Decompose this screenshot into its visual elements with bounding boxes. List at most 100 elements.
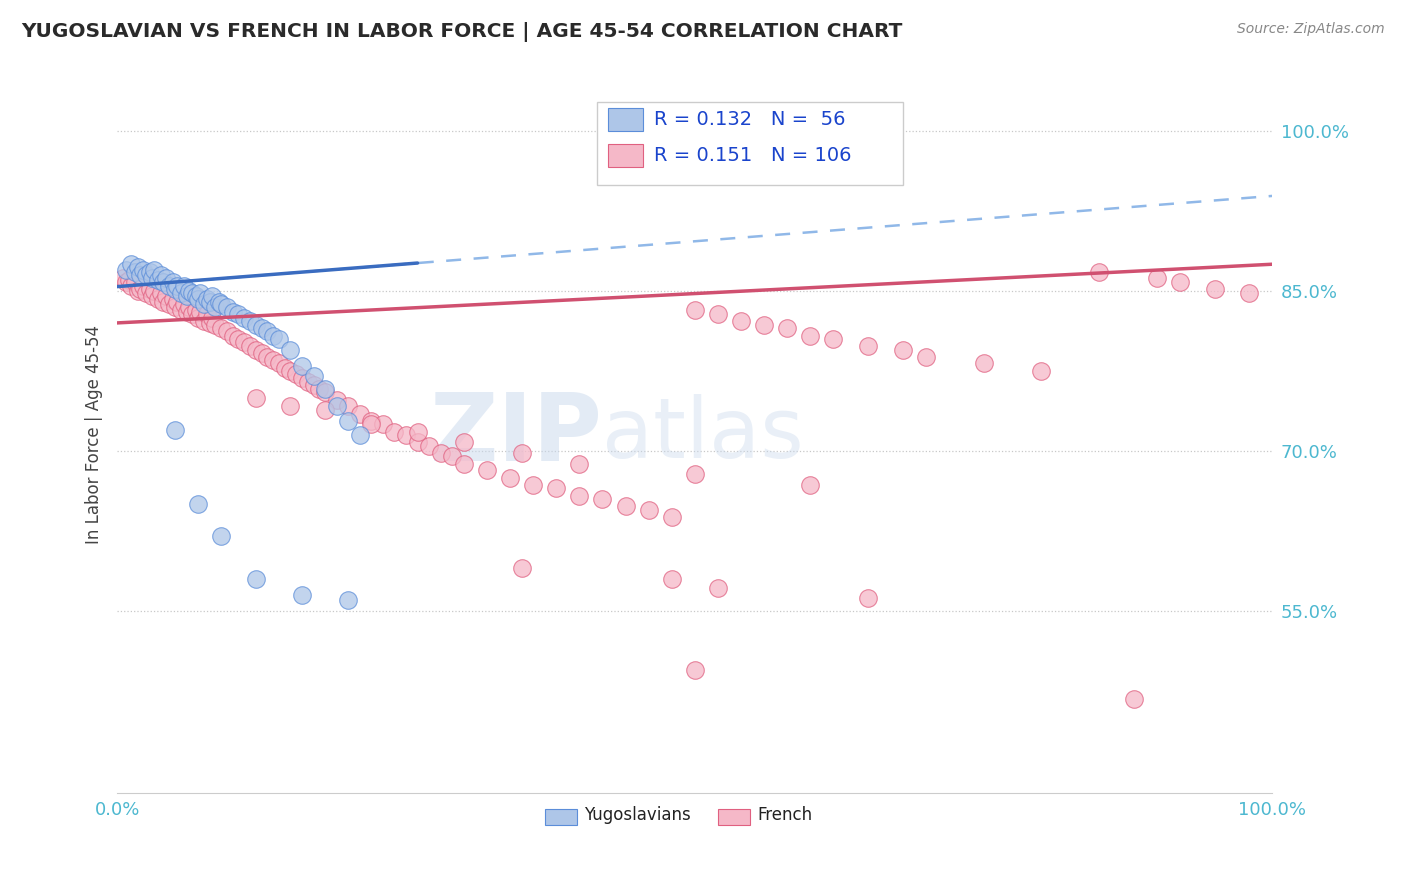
Text: French: French xyxy=(758,806,813,824)
Point xyxy=(163,282,186,296)
Text: ZIP: ZIP xyxy=(430,389,602,481)
Point xyxy=(138,265,160,279)
Text: Source: ZipAtlas.com: Source: ZipAtlas.com xyxy=(1237,22,1385,37)
Point xyxy=(285,367,308,381)
Point xyxy=(1088,265,1111,279)
Bar xyxy=(609,108,643,131)
Point xyxy=(267,332,290,346)
Point xyxy=(429,446,451,460)
Point xyxy=(453,435,475,450)
Point xyxy=(406,435,429,450)
Point xyxy=(146,293,169,307)
Point xyxy=(115,262,138,277)
Point xyxy=(245,572,267,586)
Point xyxy=(823,332,845,346)
Text: Yugoslavians: Yugoslavians xyxy=(583,806,690,824)
Point xyxy=(228,332,250,346)
Point xyxy=(120,257,142,271)
Point xyxy=(856,591,879,606)
Point xyxy=(124,276,146,290)
Point xyxy=(187,310,209,325)
Point xyxy=(162,276,184,290)
Point xyxy=(475,463,498,477)
Point xyxy=(245,391,267,405)
Point xyxy=(683,303,706,318)
Text: R = 0.132   N =  56: R = 0.132 N = 56 xyxy=(654,110,846,129)
Point xyxy=(129,282,152,296)
FancyBboxPatch shape xyxy=(596,103,903,185)
Point xyxy=(187,497,209,511)
Point xyxy=(177,284,200,298)
Point xyxy=(143,284,166,298)
Point xyxy=(177,300,200,314)
Point xyxy=(707,307,730,321)
Point xyxy=(163,300,186,314)
Point xyxy=(302,369,325,384)
Point xyxy=(127,284,149,298)
Point xyxy=(314,385,336,400)
Point xyxy=(308,382,330,396)
Point xyxy=(228,307,250,321)
Point xyxy=(546,481,568,495)
Point xyxy=(1168,276,1191,290)
Point xyxy=(510,561,533,575)
Point xyxy=(143,262,166,277)
Point xyxy=(799,328,821,343)
Point xyxy=(111,271,134,285)
Point xyxy=(267,356,290,370)
Point xyxy=(209,296,232,310)
Point xyxy=(730,314,752,328)
Point xyxy=(115,276,138,290)
Point xyxy=(280,364,302,378)
Point xyxy=(707,581,730,595)
Text: atlas: atlas xyxy=(602,394,804,475)
Point xyxy=(360,417,382,432)
Point xyxy=(349,428,371,442)
Point xyxy=(1239,286,1261,301)
Point xyxy=(201,289,224,303)
Point xyxy=(453,457,475,471)
Point xyxy=(1031,364,1053,378)
Point xyxy=(166,278,188,293)
Point xyxy=(198,294,221,309)
Point xyxy=(337,414,360,428)
Point xyxy=(406,425,429,439)
Point xyxy=(314,403,336,417)
Point xyxy=(291,588,314,602)
Point xyxy=(441,450,464,464)
Point xyxy=(510,446,533,460)
Point xyxy=(135,286,157,301)
Point xyxy=(568,457,591,471)
Point xyxy=(222,305,245,319)
Point xyxy=(661,572,683,586)
Point xyxy=(280,343,302,357)
Point xyxy=(193,314,215,328)
Point xyxy=(181,307,204,321)
Point xyxy=(198,316,221,330)
Point xyxy=(166,294,188,309)
Point xyxy=(256,350,278,364)
Point xyxy=(157,296,180,310)
Point xyxy=(891,343,914,357)
Point xyxy=(190,286,212,301)
Point xyxy=(245,318,267,332)
Point xyxy=(291,359,314,373)
Point xyxy=(233,310,256,325)
Point xyxy=(170,303,193,318)
Point xyxy=(138,282,160,296)
Point xyxy=(163,423,186,437)
Point xyxy=(187,293,209,307)
Point xyxy=(250,321,273,335)
Point xyxy=(176,289,198,303)
Point xyxy=(195,293,218,307)
Point xyxy=(418,439,440,453)
Point xyxy=(856,339,879,353)
Point xyxy=(637,502,659,516)
Point xyxy=(799,478,821,492)
Point xyxy=(395,428,418,442)
Point xyxy=(150,268,173,282)
Point xyxy=(499,470,522,484)
Point xyxy=(384,425,406,439)
Point xyxy=(568,489,591,503)
Point xyxy=(201,310,224,325)
